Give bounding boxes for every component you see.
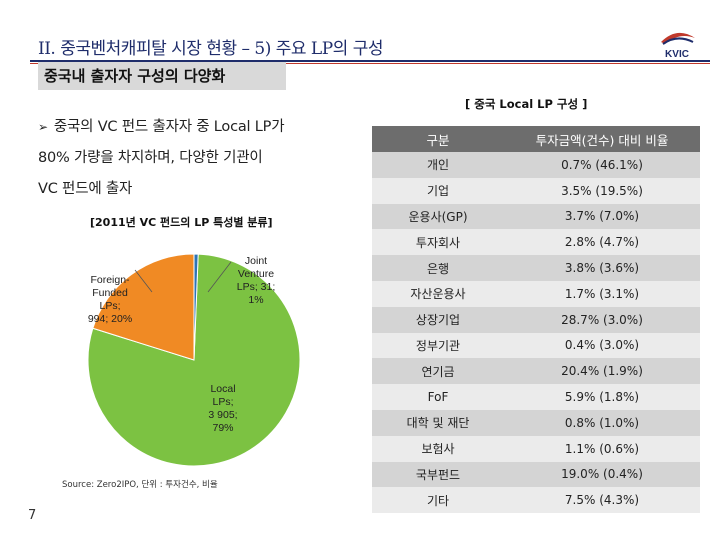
pie-leader-line (207, 261, 232, 293)
title-rule (30, 60, 710, 62)
row-category: FoF (372, 384, 504, 410)
table-row: 연기금 20.4% (1.9%) (372, 358, 700, 385)
row-category: 상장기업 (372, 306, 504, 333)
pie-label-foreign: Foreign-Funded LPs; 994; 20% (88, 274, 132, 325)
source-note: Source: Zero2IPO, 단위 : 투자건수, 비율 (62, 480, 218, 490)
bullet-text: ➢ 중국의 VC 펀드 출자자 중 Local LP가 80% 가량을 차지하며,… (38, 112, 358, 205)
arrow-bullet-icon: ➢ (38, 120, 48, 134)
table-row: 대학 및 재단 0.8% (1.0%) (372, 409, 700, 436)
table-header-row: 구분 투자금액(건수) 대비 비율 (372, 126, 700, 152)
table-row: 기타 7.5% (4.3%) (372, 487, 700, 514)
row-category: 개인 (372, 152, 504, 178)
row-ratio: 1.1% (0.6%) (504, 435, 700, 462)
table-row: 정부기관 0.4% (3.0%) (372, 332, 700, 359)
row-ratio: 20.4% (1.9%) (504, 358, 700, 385)
pie-slice-joint-venture-lps (193, 253, 199, 361)
table-row: 상장기업 28.7% (3.0%) (372, 306, 700, 333)
bullet-line-2: 80% 가량을 차지하며, 다양한 기관이 (38, 150, 263, 166)
pie-chart-title: [2011년 VC 펀드의 LP 특성별 분류] (90, 216, 273, 229)
row-category: 정부기관 (372, 332, 504, 359)
header-ratio: 투자금액(건수) 대비 비율 (504, 126, 700, 152)
table-row: 기업 3.5% (19.5%) (372, 177, 700, 204)
section-subtitle: 중국내 출자자 구성의 다양화 (38, 62, 286, 90)
row-ratio: 5.9% (1.8%) (504, 384, 700, 410)
pie-slice-foreign-funded-lps (92, 253, 195, 361)
table-row: 국부펀드 19.0% (0.4%) (372, 461, 700, 488)
pie-label-local: Local LPs; 3 905; 79% (208, 383, 237, 434)
table-caption: [ 중국 Local LP 구성 ] (465, 97, 588, 111)
kvic-logo: KVIC (661, 32, 695, 60)
row-ratio: 2.8% (4.7%) (504, 229, 700, 256)
bullet-line-3: VC 펀드에 출자 (38, 181, 133, 197)
table-row: 운용사(GP) 3.7% (7.0%) (372, 203, 700, 230)
row-ratio: 0.4% (3.0%) (504, 332, 700, 359)
row-ratio: 19.0% (0.4%) (504, 461, 700, 488)
local-lp-table: 구분 투자금액(건수) 대비 비율 개인 0.7% (46.1%) 기업 3.5% (… (372, 126, 700, 514)
logo-text: KVIC (665, 49, 689, 60)
table-row: 보험사 1.1% (0.6%) (372, 435, 700, 462)
row-ratio: 3.8% (3.6%) (504, 255, 700, 281)
pie-leader-line (134, 269, 153, 293)
row-ratio: 1.7% (3.1%) (504, 280, 700, 307)
row-category: 기업 (372, 177, 504, 204)
row-category: 기타 (372, 487, 504, 514)
row-category: 투자회사 (372, 229, 504, 256)
table-row: 자산운용사 1.7% (3.1%) (372, 280, 700, 307)
row-category: 연기금 (372, 358, 504, 385)
slide-title: II. 중국벤처캐피탈 시장 현황 – 5) 주요 LP의 구성 (38, 39, 383, 59)
table-row: 개인 0.7% (46.1%) (372, 152, 700, 178)
row-ratio: 0.8% (1.0%) (504, 409, 700, 436)
row-ratio: 0.7% (46.1%) (504, 152, 700, 178)
title-rule-accent (30, 63, 710, 64)
table-row: 투자회사 2.8% (4.7%) (372, 229, 700, 256)
bullet-line-1: ➢ 중국의 VC 펀드 출자자 중 Local LP가 (38, 119, 285, 135)
table-row: 은행 3.8% (3.6%) (372, 255, 700, 281)
row-category: 운용사(GP) (372, 203, 504, 230)
row-ratio: 3.5% (19.5%) (504, 177, 700, 204)
pie-label-jv: Joint Venture LPs; 31; 1% (237, 255, 276, 306)
row-category: 자산운용사 (372, 280, 504, 307)
row-category: 보험사 (372, 435, 504, 462)
page-number: 7 (28, 508, 37, 523)
row-ratio: 7.5% (4.3%) (504, 487, 700, 514)
row-category: 은행 (372, 255, 504, 281)
header-category: 구분 (372, 126, 504, 152)
row-category: 국부펀드 (372, 461, 504, 488)
row-category: 대학 및 재단 (372, 409, 504, 436)
table-row: FoF 5.9% (1.8%) (372, 384, 700, 410)
row-ratio: 28.7% (3.0%) (504, 306, 700, 333)
row-ratio: 3.7% (7.0%) (504, 203, 700, 230)
